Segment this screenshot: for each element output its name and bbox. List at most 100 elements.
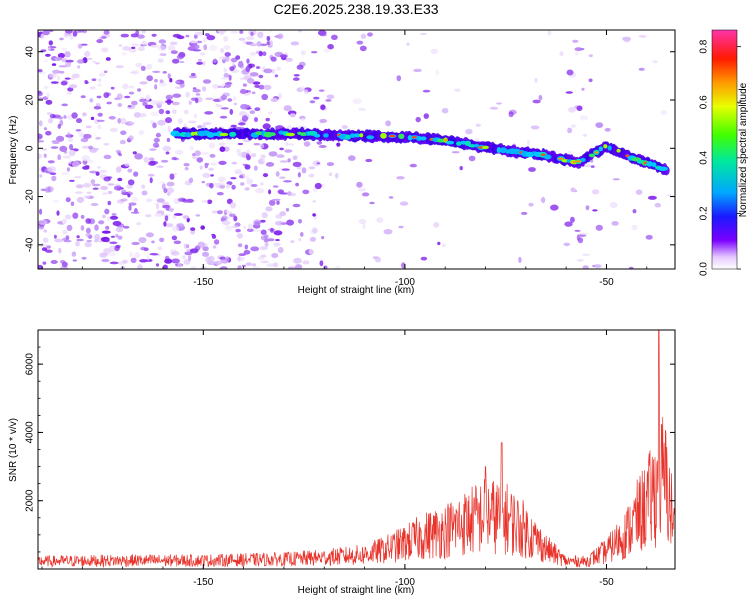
noise-blob xyxy=(638,34,647,38)
spectrogram-x-ticks: -150 -100 -50 xyxy=(41,30,648,288)
noise-blob xyxy=(154,84,158,90)
noise-blob xyxy=(582,265,589,269)
track-peak xyxy=(572,160,577,164)
noise-blob xyxy=(124,95,131,99)
noise-blob xyxy=(128,135,134,141)
noise-blob xyxy=(46,245,51,249)
noise-blob xyxy=(101,230,111,234)
noise-blob xyxy=(218,142,226,146)
noise-blob xyxy=(245,36,255,41)
colorbar: 0.0 0.2 0.4 0.6 0.8 Normalized spectral ampl… xyxy=(699,29,749,276)
noise-blob xyxy=(115,149,122,154)
noise-blob xyxy=(287,158,291,163)
noise-blob xyxy=(103,143,110,146)
noise-blob xyxy=(141,190,148,196)
noise-blob xyxy=(67,132,71,139)
noise-blob xyxy=(163,188,168,194)
track-core xyxy=(651,162,657,168)
noise-blob xyxy=(230,30,239,34)
noise-blob xyxy=(87,57,93,60)
noise-blob xyxy=(293,77,300,81)
noise-blob xyxy=(207,199,213,205)
noise-blob xyxy=(261,157,265,163)
noise-blob xyxy=(283,105,292,112)
noise-blob xyxy=(321,236,325,240)
noise-blob xyxy=(151,240,155,244)
noise-blob xyxy=(48,117,53,124)
noise-blob xyxy=(106,216,111,222)
noise-blob xyxy=(376,217,384,224)
noise-blob xyxy=(218,56,226,60)
noise-blob xyxy=(246,58,250,64)
noise-blob xyxy=(96,95,102,99)
noise-blob xyxy=(69,35,74,40)
noise-blob xyxy=(93,105,102,110)
noise-blob xyxy=(157,246,163,251)
noise-blob xyxy=(188,177,194,183)
noise-blob xyxy=(120,130,127,136)
noise-blob xyxy=(238,253,246,256)
track-core xyxy=(580,157,586,162)
noise-blob xyxy=(149,253,159,256)
noise-blob xyxy=(130,257,137,263)
noise-blob xyxy=(208,142,216,149)
noise-blob xyxy=(133,112,141,118)
noise-blob xyxy=(245,153,250,158)
noise-blob xyxy=(541,196,546,204)
noise-blob xyxy=(268,151,278,157)
noise-blob xyxy=(358,218,367,225)
noise-blob xyxy=(64,51,71,58)
noise-blob xyxy=(51,175,57,182)
track-core xyxy=(616,148,621,153)
noise-blob xyxy=(92,187,99,190)
noise-blob xyxy=(61,103,68,107)
noise-blob xyxy=(190,97,199,101)
colorbar-tick-label: 0.0 xyxy=(699,262,710,276)
noise-blob xyxy=(219,30,225,36)
noise-blob xyxy=(39,120,43,127)
spectrogram-panel: -150 -100 -50 -40 -20 0 20 40 Height of straig… xyxy=(8,29,676,296)
noise-blob xyxy=(242,226,247,229)
spectrogram-y-axis-label: Frequency (Hz) xyxy=(8,116,19,185)
noise-blob xyxy=(155,132,161,138)
noise-blob xyxy=(133,171,139,177)
noise-blob xyxy=(47,166,57,173)
noise-blob xyxy=(496,102,502,105)
noise-blob xyxy=(94,239,98,243)
noise-blob xyxy=(192,156,198,160)
noise-blob xyxy=(183,243,188,249)
noise-blob xyxy=(196,61,203,65)
noise-blob xyxy=(253,165,258,171)
noise-blob xyxy=(240,88,247,95)
noise-blob xyxy=(187,182,192,185)
noise-blob xyxy=(225,209,229,214)
noise-blob xyxy=(451,151,460,154)
noise-blob xyxy=(220,107,229,110)
noise-blob xyxy=(194,150,201,157)
noise-blob xyxy=(591,189,600,195)
noise-blob xyxy=(285,207,290,212)
noise-blob xyxy=(209,154,216,158)
noise-blob xyxy=(150,100,158,105)
noise-blob xyxy=(559,51,564,57)
noise-blob xyxy=(277,189,284,195)
noise-blob xyxy=(260,219,266,223)
noise-blob xyxy=(105,57,111,61)
noise-blob xyxy=(188,100,192,105)
noise-blob xyxy=(127,105,132,108)
noise-blob xyxy=(43,153,47,158)
noise-blob xyxy=(489,106,499,110)
noise-blob xyxy=(270,98,278,102)
noise-blob xyxy=(270,56,277,62)
noise-blob xyxy=(91,78,97,81)
noise-blob xyxy=(251,91,256,95)
noise-blob xyxy=(300,232,304,237)
noise-blob xyxy=(80,95,86,99)
track-core xyxy=(607,145,612,151)
noise-blob xyxy=(230,57,238,63)
noise-blob xyxy=(175,80,180,84)
noise-blob xyxy=(283,180,292,183)
noise-blob xyxy=(189,248,199,254)
noise-blob xyxy=(220,76,230,80)
noise-blob xyxy=(647,195,657,200)
